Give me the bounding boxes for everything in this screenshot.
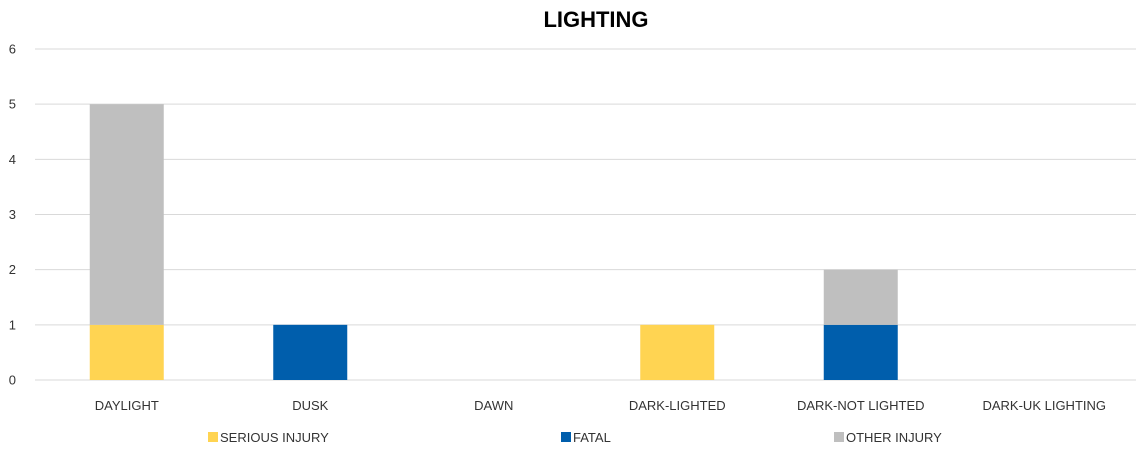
bar-segment — [89, 104, 164, 325]
x-tick-label: DARK-NOT LIGHTED — [797, 398, 925, 413]
bars — [89, 104, 898, 380]
y-tick-label: 3 — [9, 207, 16, 222]
chart-title: LIGHTING — [543, 7, 648, 32]
y-axis-ticks: 0 1 2 3 4 5 6 — [9, 42, 16, 388]
bar-segment — [640, 324, 715, 380]
bar-segment — [823, 269, 898, 325]
bar-segment — [273, 324, 348, 380]
gridlines — [35, 48, 1136, 381]
x-tick-label: DAYLIGHT — [95, 398, 159, 413]
legend-item: SERIOUS INJURY — [208, 430, 329, 445]
y-tick-label: 4 — [9, 152, 16, 167]
bar-segment — [89, 324, 164, 380]
x-tick-label: DAWN — [474, 398, 513, 413]
y-tick-label: 1 — [9, 317, 16, 332]
legend-swatch — [834, 432, 844, 442]
legend: SERIOUS INJURY FATAL OTHER INJURY — [208, 430, 942, 445]
legend-swatch — [208, 432, 218, 442]
y-tick-label: 0 — [9, 373, 16, 388]
legend-item: OTHER INJURY — [834, 430, 942, 445]
legend-label: OTHER INJURY — [846, 430, 942, 445]
y-tick-label: 5 — [9, 97, 16, 112]
x-tick-label: DUSK — [292, 398, 328, 413]
legend-label: FATAL — [573, 430, 611, 445]
y-tick-label: 2 — [9, 262, 16, 277]
legend-label: SERIOUS INJURY — [220, 430, 329, 445]
legend-item: FATAL — [561, 430, 611, 445]
x-axis-ticks: DAYLIGHT DUSK DAWN DARK-LIGHTED DARK-NOT LIG… — [95, 398, 1106, 413]
x-tick-label: DARK-UK LIGHTING — [982, 398, 1106, 413]
x-tick-label: DARK-LIGHTED — [629, 398, 726, 413]
bar-segment — [823, 324, 898, 380]
legend-swatch — [561, 432, 571, 442]
y-tick-label: 6 — [9, 42, 16, 57]
